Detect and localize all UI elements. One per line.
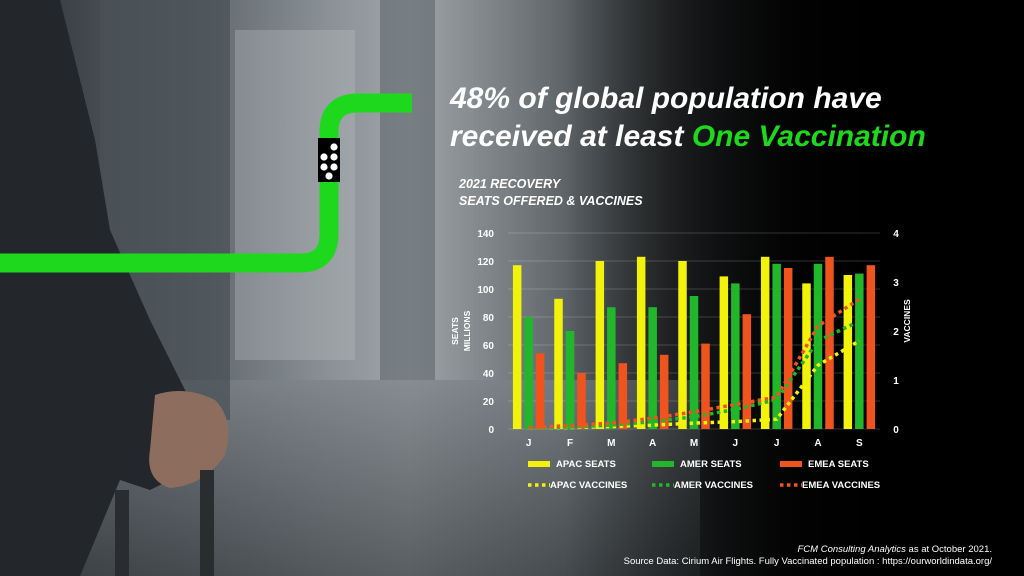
y2-tick-label: 4 bbox=[893, 229, 899, 240]
y-tick-label: 100 bbox=[477, 285, 494, 296]
green-path-line bbox=[0, 93, 412, 273]
bar-emea bbox=[866, 265, 876, 429]
x-tick-label: M bbox=[690, 438, 698, 449]
bar-amer bbox=[648, 307, 657, 429]
bar-emea bbox=[618, 363, 628, 429]
y-tick-label: 80 bbox=[483, 313, 495, 324]
y2-axis-title-line-1: VACCINES bbox=[902, 299, 910, 343]
legend-label: AMER VACCINES bbox=[674, 480, 753, 491]
chart-title-line-2: SEATS OFFERED & VACCINES bbox=[459, 194, 643, 208]
footer-credit-suffix: as at October 2021. bbox=[905, 544, 992, 555]
y-tick-label: 120 bbox=[477, 257, 494, 268]
y-tick-label: 0 bbox=[488, 425, 494, 436]
bar-apac bbox=[843, 275, 853, 429]
chart-title-line-1: 2021 RECOVERY bbox=[459, 177, 561, 191]
bar-amer bbox=[855, 273, 864, 429]
legend-swatch-emea bbox=[780, 461, 802, 467]
x-tick-label: J bbox=[774, 438, 780, 449]
x-tick-label: S bbox=[856, 438, 863, 449]
y2-tick-label: 3 bbox=[893, 278, 899, 289]
legend-label: APAC VACCINES bbox=[550, 480, 627, 491]
bar-apac bbox=[512, 265, 522, 429]
bar-amer bbox=[772, 263, 781, 429]
x-tick-label: F bbox=[567, 438, 573, 449]
bar-apac bbox=[636, 256, 646, 429]
y2-tick-label: 1 bbox=[893, 376, 899, 387]
bar-emea bbox=[783, 268, 793, 429]
recovery-chart: 0 20 40 60 80 100 120 140 0 1 2 3 4 SEATS MILLIONS VACC… bbox=[450, 229, 910, 491]
footer-credit: FCM Consulting Analytics bbox=[797, 544, 906, 555]
headline: 48% of global population have received a… bbox=[450, 80, 1010, 156]
footer-credit-line: FCM Consulting Analytics as at October 2… bbox=[624, 544, 993, 556]
bar-apac bbox=[554, 298, 563, 429]
legend-label: EMEA SEATS bbox=[808, 459, 869, 470]
y-axis-title-line-2: MILLIONS bbox=[462, 310, 472, 351]
path-dot bbox=[330, 153, 338, 161]
bar-amer bbox=[813, 263, 823, 429]
bar-apac bbox=[595, 261, 605, 429]
path-dot bbox=[320, 153, 328, 161]
bar-amer bbox=[689, 296, 699, 429]
y-tick-label: 40 bbox=[483, 369, 495, 380]
bar-emea bbox=[825, 256, 834, 429]
bar-amer bbox=[524, 317, 533, 429]
y-tick-label: 60 bbox=[483, 341, 495, 352]
bar-apac bbox=[760, 256, 770, 429]
path-dot bbox=[330, 163, 338, 171]
legend-label: APAC SEATS bbox=[556, 459, 616, 470]
x-tick-label: M bbox=[607, 438, 615, 449]
path-dot bbox=[325, 172, 333, 180]
bar-emea bbox=[742, 314, 752, 429]
y2-tick-label: 2 bbox=[893, 327, 899, 338]
headline-line-2-prefix: received at least bbox=[450, 120, 692, 153]
path-dot bbox=[330, 143, 338, 151]
path-dot bbox=[320, 143, 328, 151]
bar-apac bbox=[719, 276, 729, 429]
headline-accent: One Vaccination bbox=[691, 120, 926, 153]
legend-swatch-amer bbox=[652, 461, 674, 467]
y-tick-label: 140 bbox=[477, 229, 494, 240]
footer-source: Source Data: Cirium Air Flights. Fully V… bbox=[623, 556, 992, 567]
bar-emea bbox=[535, 353, 545, 429]
bar-amer bbox=[565, 331, 575, 429]
y-axis-title-line-1: SEATS bbox=[450, 317, 460, 345]
y-tick-label: 20 bbox=[483, 397, 495, 408]
x-tick-label: J bbox=[526, 438, 532, 449]
chart-title: 2021 RECOVERY SEATS OFFERED & VACCINES bbox=[459, 176, 643, 210]
bar-apac bbox=[678, 261, 687, 429]
headline-line-1: 48% of global population have bbox=[450, 82, 882, 115]
legend-swatch-apac bbox=[528, 461, 550, 467]
x-tick-label: J bbox=[733, 438, 739, 449]
path-dot bbox=[320, 163, 328, 171]
x-tick-label: A bbox=[814, 438, 821, 449]
bar-emea bbox=[659, 354, 669, 429]
legend-label: EMEA VACCINES bbox=[802, 480, 880, 491]
footer: FCM Consulting Analytics as at October 2… bbox=[624, 544, 992, 568]
bar-amer bbox=[731, 283, 740, 429]
legend-label: AMER SEATS bbox=[680, 459, 742, 470]
bar-amer bbox=[607, 307, 616, 429]
x-tick-label: A bbox=[649, 438, 656, 449]
y2-tick-label: 0 bbox=[893, 425, 899, 436]
bar-emea bbox=[577, 373, 586, 429]
bar-emea bbox=[701, 343, 710, 429]
